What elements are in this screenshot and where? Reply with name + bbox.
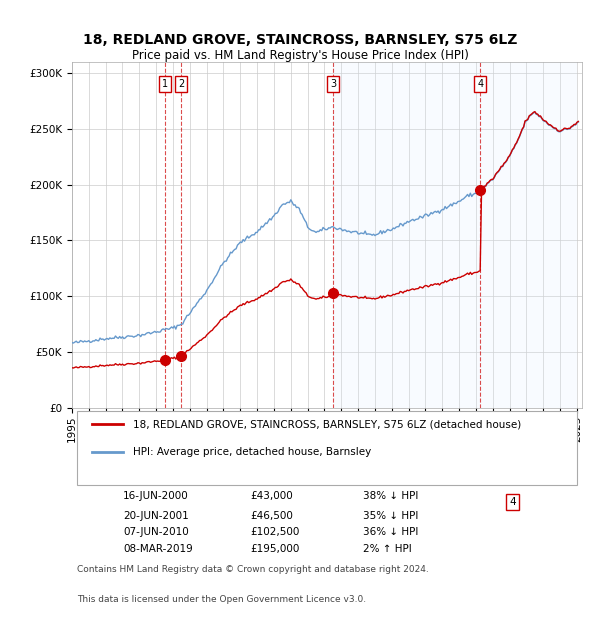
Text: Contains HM Land Registry data © Crown copyright and database right 2024.: Contains HM Land Registry data © Crown c… xyxy=(77,565,429,574)
Bar xyxy=(333,62,577,408)
Text: 3: 3 xyxy=(0,619,1,620)
Text: 35% ↓ HPI: 35% ↓ HPI xyxy=(362,511,418,521)
Text: Price paid vs. HM Land Registry's House Price Index (HPI): Price paid vs. HM Land Registry's House … xyxy=(131,50,469,62)
FancyBboxPatch shape xyxy=(77,410,577,485)
Text: 4: 4 xyxy=(477,79,483,89)
Text: 18, REDLAND GROVE, STAINCROSS, BARNSLEY, S75 6LZ (detached house): 18, REDLAND GROVE, STAINCROSS, BARNSLEY,… xyxy=(133,419,521,430)
Text: 3: 3 xyxy=(330,79,336,89)
Text: 07-JUN-2010: 07-JUN-2010 xyxy=(123,527,189,538)
Text: 38% ↓ HPI: 38% ↓ HPI xyxy=(362,491,418,502)
Text: £43,000: £43,000 xyxy=(251,491,293,502)
Text: This data is licensed under the Open Government Licence v3.0.: This data is licensed under the Open Gov… xyxy=(77,595,366,604)
Text: 2: 2 xyxy=(178,79,185,89)
Text: 2: 2 xyxy=(0,619,1,620)
Text: 18, REDLAND GROVE, STAINCROSS, BARNSLEY, S75 6LZ: 18, REDLAND GROVE, STAINCROSS, BARNSLEY,… xyxy=(83,33,517,47)
Text: £195,000: £195,000 xyxy=(251,544,300,554)
Text: 16-JUN-2000: 16-JUN-2000 xyxy=(123,491,189,502)
Text: 1: 1 xyxy=(0,619,1,620)
Text: 20-JUN-2001: 20-JUN-2001 xyxy=(123,511,189,521)
Text: £102,500: £102,500 xyxy=(251,527,300,538)
Text: 08-MAR-2019: 08-MAR-2019 xyxy=(123,544,193,554)
Text: 2% ↑ HPI: 2% ↑ HPI xyxy=(362,544,412,554)
Text: £46,500: £46,500 xyxy=(251,511,293,521)
Text: 36% ↓ HPI: 36% ↓ HPI xyxy=(362,527,418,538)
Text: 4: 4 xyxy=(509,497,516,507)
Text: 1: 1 xyxy=(161,79,167,89)
Text: HPI: Average price, detached house, Barnsley: HPI: Average price, detached house, Barn… xyxy=(133,447,371,457)
